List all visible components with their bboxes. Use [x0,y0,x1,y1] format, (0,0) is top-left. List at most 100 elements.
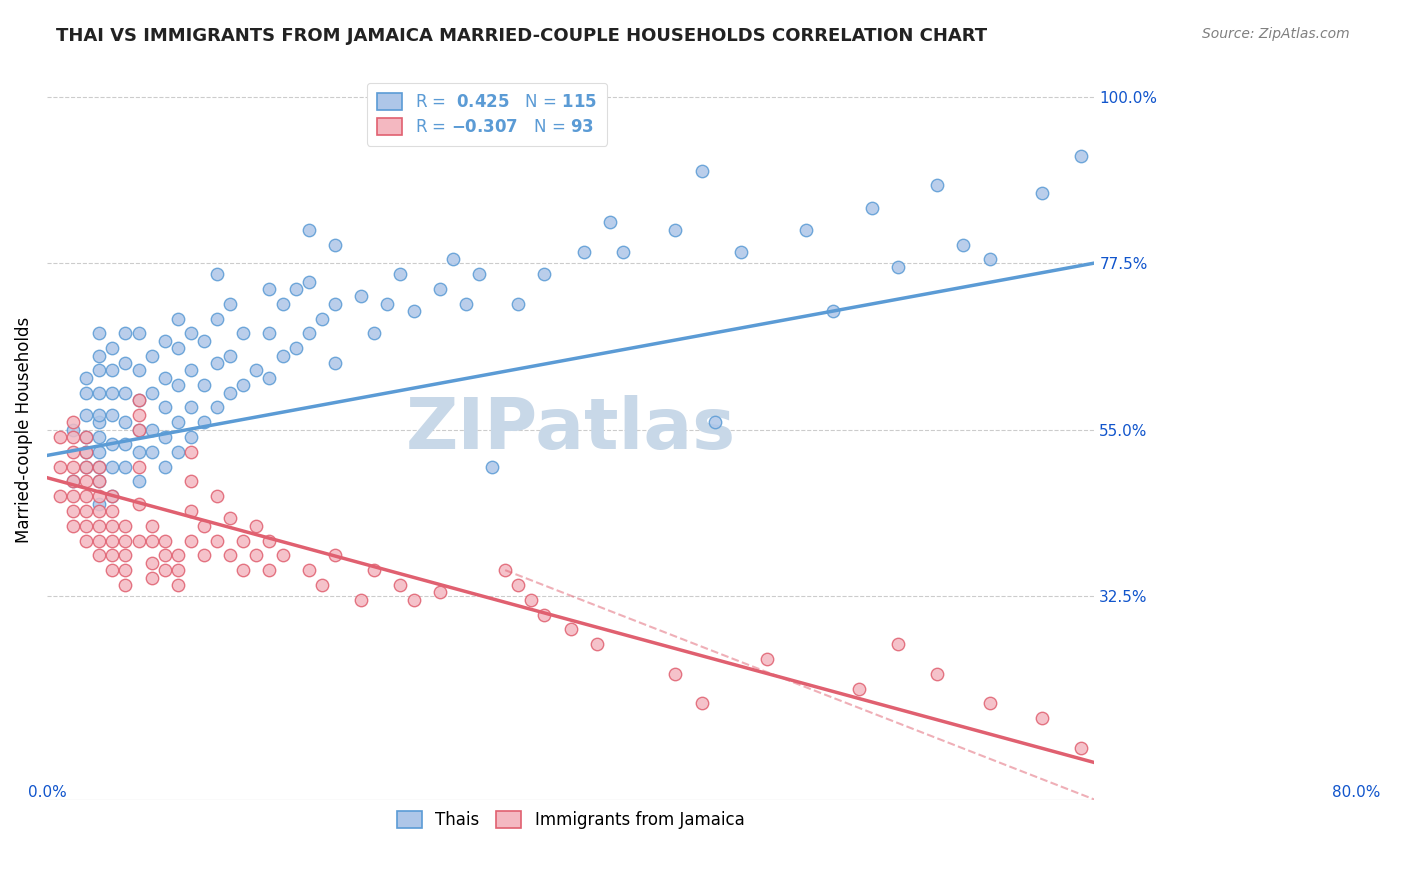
Point [271,349,294,363]
Point [75,504,97,518]
Point [664,666,686,681]
Point [219,511,242,525]
Point [311,311,333,326]
Text: 80.0%: 80.0% [1331,785,1381,800]
Point [101,363,124,377]
Point [153,430,176,444]
Point [89,385,111,400]
Point [128,363,150,377]
Point [75,430,97,444]
Point [979,252,1001,267]
Point [245,363,267,377]
Point [520,592,543,607]
Point [75,430,97,444]
Point [101,459,124,474]
Y-axis label: Married-couple Households: Married-couple Households [15,317,32,542]
Point [402,592,425,607]
Point [89,518,111,533]
Point [363,326,385,341]
Point [114,437,136,451]
Point [114,578,136,592]
Point [89,497,111,511]
Text: THAI VS IMMIGRANTS FROM JAMAICA MARRIED-COUPLE HOUSEHOLDS CORRELATION CHART: THAI VS IMMIGRANTS FROM JAMAICA MARRIED-… [56,27,987,45]
Point [219,549,242,563]
Point [89,326,111,341]
Point [62,423,84,437]
Point [298,275,321,289]
Point [89,408,111,422]
Point [927,666,949,681]
Point [180,430,202,444]
Point [232,533,254,548]
Point [89,475,111,489]
Point [180,326,202,341]
Point [219,297,242,311]
Point [153,371,176,385]
Point [141,533,163,548]
Point [153,563,176,577]
Point [89,475,111,489]
Point [153,334,176,348]
Point [952,237,974,252]
Point [128,423,150,437]
Point [114,415,136,429]
Point [350,592,373,607]
Point [101,341,124,355]
Point [75,444,97,458]
Point [180,363,202,377]
Point [101,385,124,400]
Point [259,563,281,577]
Point [75,459,97,474]
Point [101,563,124,577]
Point [494,563,516,577]
Point [402,304,425,318]
Point [612,244,634,259]
Point [166,444,188,458]
Point [284,341,307,355]
Point [166,311,188,326]
Point [205,267,228,281]
Point [128,392,150,407]
Point [232,378,254,392]
Point [114,385,136,400]
Point [375,297,398,311]
Point [166,549,188,563]
Point [350,289,373,303]
Point [166,563,188,577]
Point [572,244,595,259]
Point [128,326,150,341]
Point [1070,149,1092,163]
Point [141,349,163,363]
Point [128,408,150,422]
Point [89,430,111,444]
Point [89,363,111,377]
Point [101,533,124,548]
Point [128,392,150,407]
Point [128,497,150,511]
Point [1031,711,1053,725]
Point [887,637,910,651]
Point [166,578,188,592]
Point [114,549,136,563]
Point [141,423,163,437]
Point [389,578,412,592]
Text: Source: ZipAtlas.com: Source: ZipAtlas.com [1202,27,1350,41]
Point [75,475,97,489]
Point [585,637,607,651]
Point [180,401,202,415]
Point [89,349,111,363]
Point [664,223,686,237]
Point [49,430,72,444]
Point [848,681,870,696]
Point [560,623,582,637]
Point [101,408,124,422]
Point [128,533,150,548]
Point [114,356,136,370]
Point [62,475,84,489]
Point [259,371,281,385]
Point [89,549,111,563]
Point [89,459,111,474]
Point [193,549,215,563]
Point [89,444,111,458]
Point [860,201,883,215]
